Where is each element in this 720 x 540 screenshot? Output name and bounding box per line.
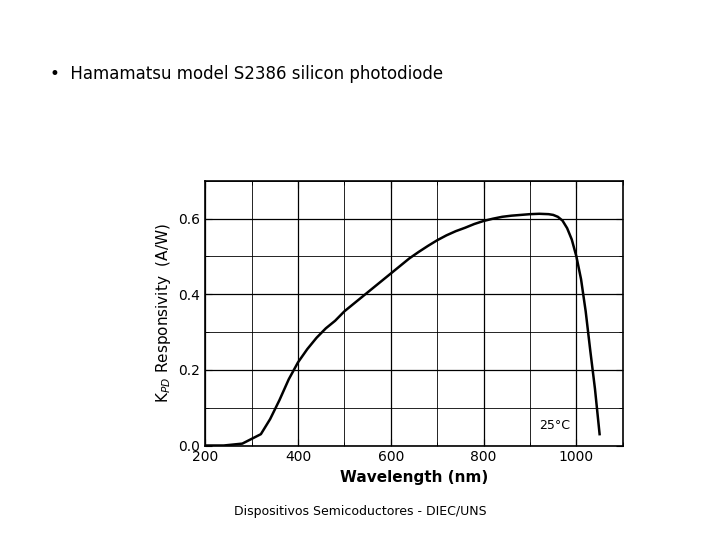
Y-axis label: K$_{PD}$ Responsivity  (A/W): K$_{PD}$ Responsivity (A/W) <box>154 223 173 403</box>
Text: Dispositivos Semicoductores - DIEC/UNS: Dispositivos Semicoductores - DIEC/UNS <box>234 505 486 518</box>
Text: 25°C: 25°C <box>539 419 570 432</box>
X-axis label: Wavelength (nm): Wavelength (nm) <box>340 470 488 485</box>
Text: •  Hamamatsu model S2386 silicon photodiode: • Hamamatsu model S2386 silicon photodio… <box>50 65 444 83</box>
